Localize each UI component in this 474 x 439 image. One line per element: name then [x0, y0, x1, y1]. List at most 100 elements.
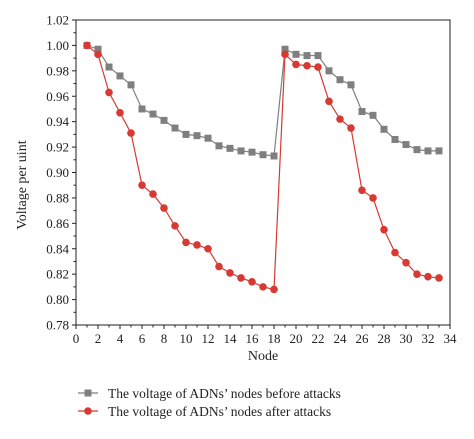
data-point: [336, 115, 344, 123]
x-tick-label: 14: [224, 331, 238, 346]
plot-frame: [75, 19, 451, 326]
y-tick-label: 0.82: [46, 267, 69, 282]
x-tick-label: 2: [95, 331, 102, 346]
y-tick-label: 0.98: [46, 63, 69, 78]
data-point: [358, 186, 366, 195]
data-point: [281, 50, 289, 59]
data-point: [314, 63, 322, 71]
data-point: [270, 152, 278, 160]
y-tick-label: 0.94: [46, 114, 69, 129]
data-point: [369, 111, 377, 119]
y-tick-label: 0.92: [46, 140, 69, 155]
data-point: [303, 52, 311, 60]
y-tick-label: 1.00: [46, 38, 69, 53]
x-tick-label: 10: [180, 331, 193, 346]
data-point: [160, 204, 168, 212]
x-tick-label: 24: [334, 331, 348, 346]
legend-label-after: The voltage of ADNs’ nodes after attacks: [108, 404, 331, 419]
axes: 0 2 4 6 8 10 12 14 16 18 20 22 24 26 28 30 32 340.780.800…: [46, 13, 457, 347]
x-tick-label: 30: [400, 331, 413, 346]
series-line: [86, 44, 275, 291]
data-point: [171, 124, 179, 132]
data-point: [138, 181, 146, 190]
data-point: [182, 130, 190, 138]
data-point: [204, 244, 212, 253]
y-tick-label: 0.86: [46, 216, 69, 231]
data-point: [325, 67, 333, 75]
data-point: [391, 248, 399, 257]
data-point: [358, 108, 366, 115]
x-tick-label: 12: [202, 331, 215, 346]
data-point: [193, 241, 201, 249]
data-point: [281, 45, 289, 53]
data-point: [215, 142, 223, 150]
data-point: [226, 144, 234, 152]
data-point: [149, 190, 157, 198]
data-point: [424, 147, 432, 155]
data-point: [292, 60, 300, 69]
x-tick-label: 28: [378, 331, 391, 346]
series-line: [273, 52, 440, 290]
x-tick-label: 20: [290, 331, 303, 346]
series-before-attacks: [83, 41, 443, 160]
data-point: [204, 134, 212, 142]
x-tick-label: 6: [139, 331, 146, 346]
data-point: [413, 146, 421, 154]
data-point: [127, 129, 135, 137]
data-point: [325, 97, 333, 106]
data-point: [105, 88, 113, 97]
x-axis-title: Node: [248, 349, 278, 364]
data-point: [182, 238, 190, 247]
legend: The voltage of ADNs’ nodes before attack…: [78, 386, 341, 419]
data-point: [347, 124, 355, 132]
y-axis-title: Voltage per uint: [15, 140, 30, 229]
data-point: [402, 141, 410, 149]
data-point: [435, 274, 443, 282]
legend-marker-square: [84, 389, 92, 397]
y-tick-label: 1.02: [46, 13, 69, 28]
x-tick-label: 34: [444, 331, 458, 346]
data-point: [237, 147, 245, 155]
data-point: [116, 108, 124, 117]
x-tick-label: 22: [312, 331, 325, 346]
data-point: [303, 61, 311, 70]
y-tick-label: 0.84: [46, 241, 69, 256]
y-tick-label: 0.90: [46, 165, 69, 180]
legend-marker-circle: [84, 407, 92, 415]
data-point: [160, 116, 168, 124]
data-point: [435, 147, 443, 155]
legend-item-before: The voltage of ADNs’ nodes before attack…: [78, 386, 341, 401]
x-tick-label: 18: [268, 331, 281, 346]
data-point: [171, 222, 179, 230]
data-point: [336, 76, 344, 84]
y-tick-label: 0.78: [46, 318, 69, 333]
x-tick-label: 0: [73, 331, 80, 346]
plot-area: [75, 19, 451, 326]
data-point: [369, 194, 377, 202]
legend-label-before: The voltage of ADNs’ nodes before attack…: [108, 386, 341, 401]
data-point: [380, 225, 388, 234]
data-point: [259, 283, 267, 291]
data-point: [193, 132, 201, 140]
data-point: [248, 277, 256, 286]
x-tick-label: 32: [422, 331, 435, 346]
y-tick-label: 0.88: [46, 190, 69, 205]
data-point: [149, 110, 157, 118]
series-line: [86, 44, 275, 157]
y-tick-label: 0.80: [46, 292, 69, 307]
data-point: [402, 258, 410, 267]
data-point: [380, 125, 388, 133]
data-point: [270, 285, 278, 294]
data-point: [391, 135, 399, 143]
data-point: [127, 81, 135, 89]
data-point: [237, 274, 245, 282]
data-point: [413, 270, 421, 278]
data-point: [248, 148, 256, 156]
data-point: [94, 50, 102, 59]
data-point: [424, 272, 432, 281]
data-point: [292, 50, 300, 58]
data-point: [138, 105, 146, 113]
series-after-attacks: [83, 41, 443, 294]
y-tick-label: 0.96: [46, 89, 69, 104]
